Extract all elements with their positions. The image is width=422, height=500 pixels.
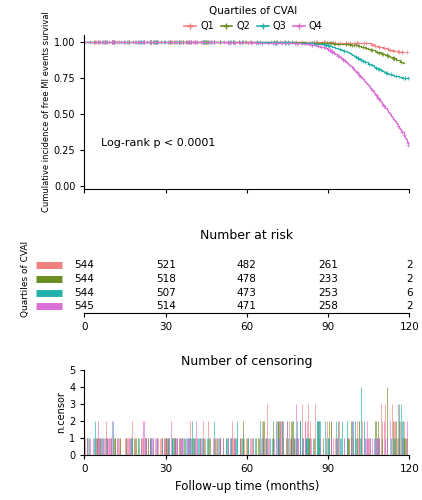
Y-axis label: n.censor: n.censor [57,392,66,434]
Text: 6: 6 [406,288,413,298]
Text: 482: 482 [237,260,257,270]
Text: 544: 544 [74,274,95,284]
Text: 478: 478 [237,274,257,284]
Text: 507: 507 [156,288,176,298]
Text: 2: 2 [406,260,413,270]
Text: 233: 233 [318,274,338,284]
Text: 261: 261 [318,260,338,270]
Text: Quartiles of CVAI: Quartiles of CVAI [22,241,30,317]
Text: 473: 473 [237,288,257,298]
Legend: Q1, Q2, Q3, Q4: Q1, Q2, Q3, Q4 [184,6,322,31]
Text: 471: 471 [237,302,257,312]
Text: 545: 545 [74,302,95,312]
Text: 514: 514 [156,302,176,312]
Text: 544: 544 [74,260,95,270]
Text: 2: 2 [406,302,413,312]
Text: 258: 258 [318,302,338,312]
Text: 518: 518 [156,274,176,284]
X-axis label: Follow-up time (months): Follow-up time (months) [175,480,319,492]
Title: Number of censoring: Number of censoring [181,356,313,368]
Text: 2: 2 [406,274,413,284]
Text: Number at risk: Number at risk [200,228,293,241]
Text: Log-rank p < 0.0001: Log-rank p < 0.0001 [101,138,215,147]
Text: 521: 521 [156,260,176,270]
Text: 253: 253 [318,288,338,298]
Y-axis label: Cumulative incidence of free MI events survival: Cumulative incidence of free MI events s… [42,12,51,212]
Text: 544: 544 [74,288,95,298]
